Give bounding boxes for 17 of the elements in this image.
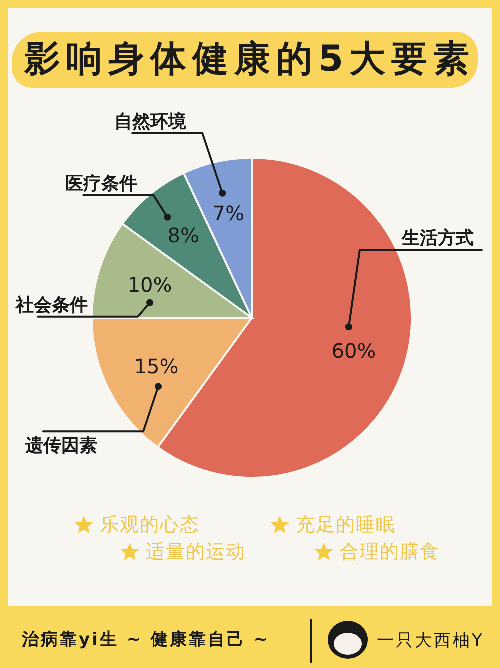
data-label: 8%: [168, 223, 200, 248]
text: 乐观的心态: [100, 513, 200, 538]
slice-label: 医疗条件: [66, 173, 138, 194]
data-label: 15%: [134, 354, 179, 379]
data-label: 60%: [332, 339, 376, 364]
text: 适量的运动: [146, 540, 246, 565]
chart-title: 影响身体健康的5大要素: [23, 38, 477, 82]
text: 充足的睡眠: [296, 513, 396, 538]
slice-label: 社会条件: [15, 294, 88, 316]
text: 合理的膳食: [340, 540, 440, 565]
slice-label: 遗传因素: [24, 436, 98, 457]
data-label: 10%: [128, 272, 172, 297]
text: 治病靠yi生 ~ 健康靠自己 ~: [22, 629, 270, 651]
text: 一只大西柚Y: [377, 630, 484, 652]
data-label: 7%: [212, 201, 244, 226]
slice-label: 自然环境: [114, 111, 187, 132]
slice-label: 生活方式: [400, 228, 474, 250]
